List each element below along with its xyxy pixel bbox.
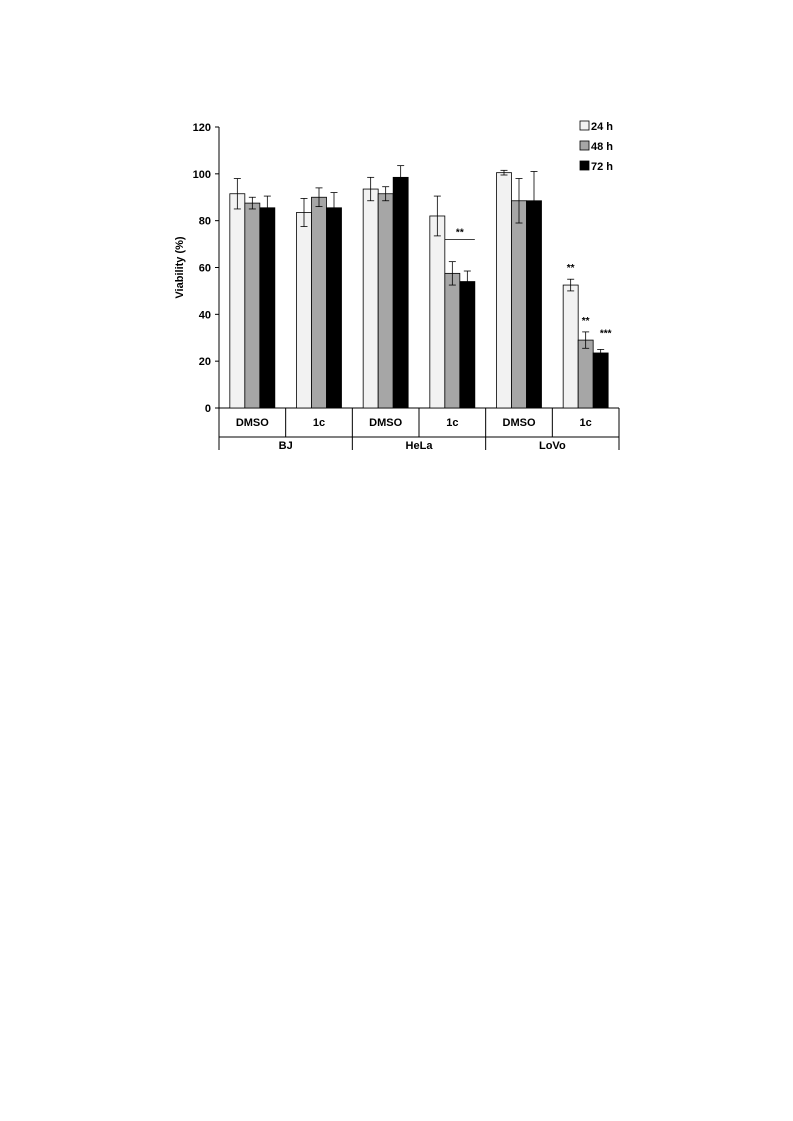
bar bbox=[311, 196, 327, 409]
legend: 24 h 48 h 72 h bbox=[579, 120, 613, 173]
bar bbox=[511, 200, 527, 409]
bars bbox=[229, 172, 609, 409]
bar bbox=[562, 284, 579, 409]
bar bbox=[526, 200, 542, 409]
legend-swatch bbox=[579, 160, 590, 171]
treatment-label: DMSO bbox=[503, 417, 536, 429]
treatment-label: 1c bbox=[580, 417, 592, 429]
y-tick-label: 0 bbox=[205, 403, 211, 415]
legend-label: 48 h bbox=[591, 141, 613, 153]
error-bars bbox=[233, 165, 605, 357]
y-tick-label: 100 bbox=[193, 169, 211, 181]
significance-label: ** bbox=[456, 227, 464, 238]
bar bbox=[229, 193, 246, 409]
significance-annotations: ********* bbox=[444, 227, 612, 339]
significance-label: ** bbox=[567, 263, 575, 274]
significance-label: *** bbox=[600, 328, 612, 339]
bar bbox=[377, 193, 394, 409]
y-tick-label: 20 bbox=[199, 356, 211, 368]
bar bbox=[577, 339, 594, 409]
legend-label: 24 h bbox=[591, 121, 613, 133]
bar bbox=[259, 207, 276, 409]
significance-label: ** bbox=[582, 316, 590, 327]
y-tick-label: 40 bbox=[199, 309, 211, 321]
cell-line-label: BJ bbox=[279, 440, 293, 452]
legend-swatch bbox=[579, 140, 590, 151]
bar bbox=[459, 281, 476, 409]
bar bbox=[326, 207, 342, 409]
category-axis: DMSO 1c DMSO 1c DMSO 1c BJ HeLa LoVo bbox=[218, 408, 620, 452]
bar bbox=[429, 215, 446, 409]
y-tick-label: 60 bbox=[199, 263, 211, 275]
bar bbox=[444, 272, 461, 409]
y-tick-label: 80 bbox=[199, 216, 211, 228]
y-axis-label: Viability (%) bbox=[174, 236, 186, 298]
bar bbox=[392, 176, 409, 409]
treatment-label: DMSO bbox=[236, 417, 269, 429]
cell-line-label: LoVo bbox=[539, 440, 566, 452]
cell-line-label: HeLa bbox=[406, 440, 434, 452]
legend-swatch bbox=[579, 120, 590, 131]
bar bbox=[296, 212, 312, 409]
bar bbox=[592, 352, 609, 409]
bar bbox=[244, 202, 261, 409]
bar bbox=[362, 188, 379, 409]
bar bbox=[496, 172, 512, 409]
treatment-label: 1c bbox=[446, 417, 458, 429]
legend-label: 72 h bbox=[591, 161, 613, 173]
treatment-label: DMSO bbox=[369, 417, 402, 429]
y-tick-label: 120 bbox=[193, 122, 211, 134]
treatment-label: 1c bbox=[313, 417, 325, 429]
